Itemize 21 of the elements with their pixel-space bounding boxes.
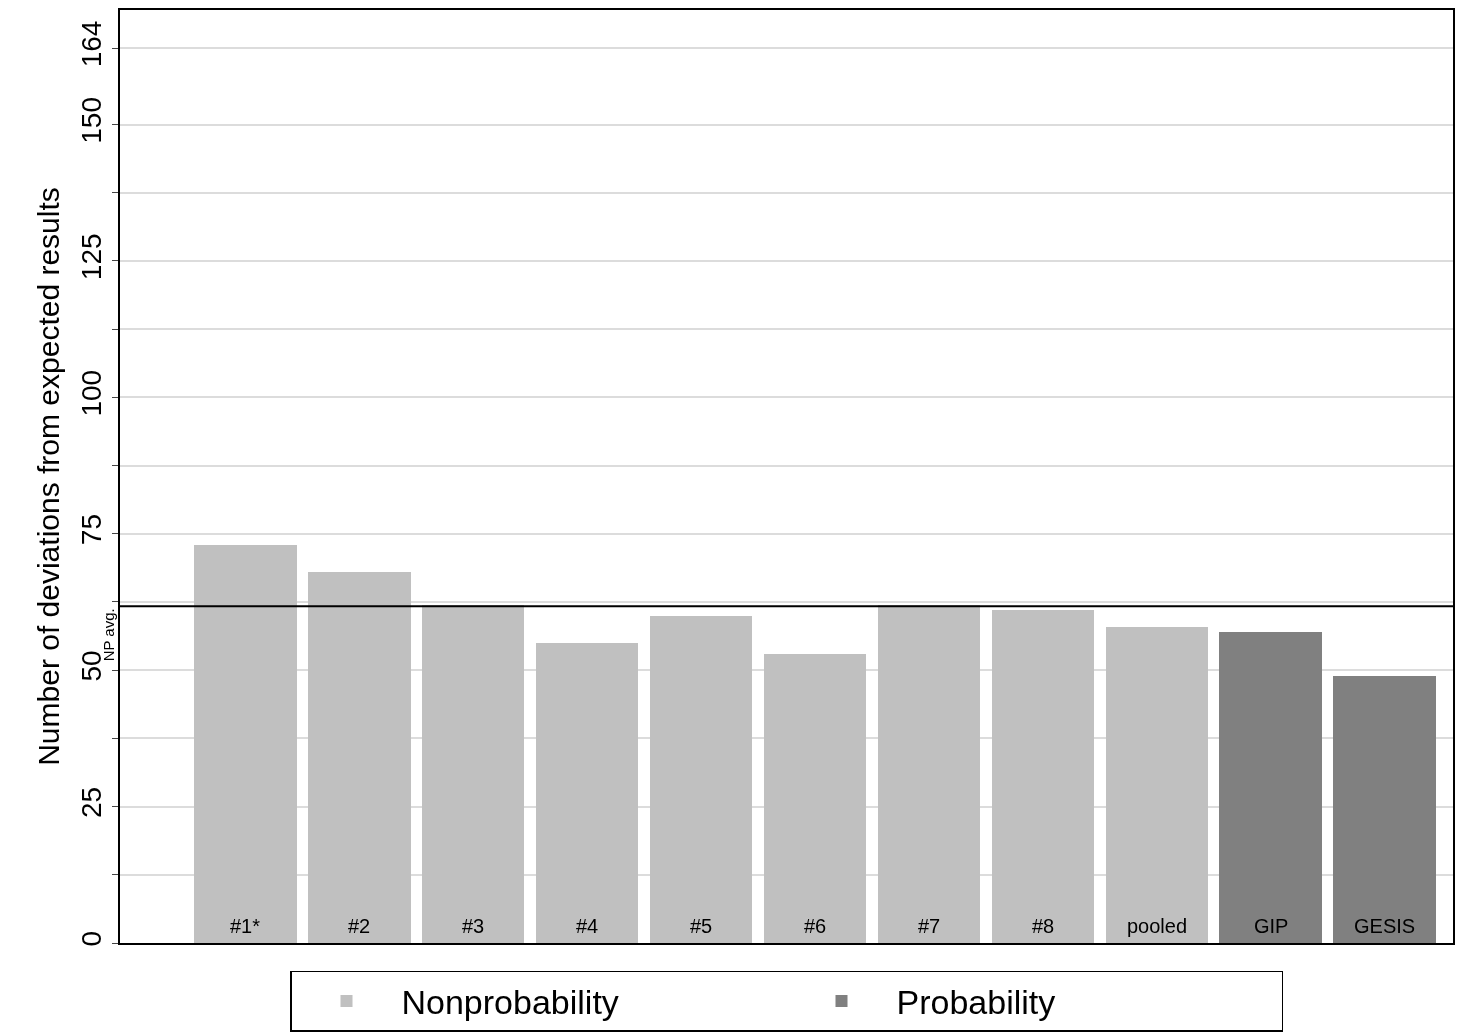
x-tick-label: GIP — [1254, 915, 1289, 937]
x-tick-label: pooled — [1127, 915, 1188, 937]
legend-label: Probability — [896, 983, 1056, 1022]
y-axis-title: Number of deviations from expected results — [31, 187, 65, 766]
legend-label: Nonprobability — [401, 983, 619, 1022]
x-tick-label: GESIS — [1354, 915, 1416, 937]
x-tick-label: #8 — [1032, 915, 1055, 937]
x-tick-label: #3 — [462, 915, 485, 937]
x-tick-label: #4 — [576, 915, 599, 937]
y-tick-label: 150 — [76, 97, 108, 144]
x-tick-label: #2 — [348, 915, 371, 937]
y-tick-label: 125 — [76, 233, 108, 281]
y-tick-label: 0 — [76, 931, 108, 947]
x-tick-label: #7 — [918, 915, 941, 937]
x-tick-label: #5 — [690, 915, 713, 937]
y-tick-label: 164 — [76, 20, 108, 68]
y-tick-label: 100 — [76, 369, 108, 417]
y-tick-label: 25 — [76, 786, 108, 818]
x-tick-label: #1* — [230, 915, 261, 937]
y-tick-label: 75 — [76, 514, 108, 546]
x-tick-label: #6 — [804, 915, 827, 937]
